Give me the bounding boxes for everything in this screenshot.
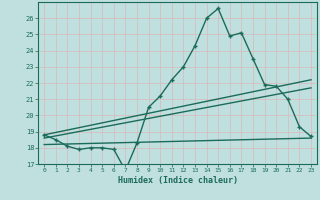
X-axis label: Humidex (Indice chaleur): Humidex (Indice chaleur) (118, 176, 238, 185)
